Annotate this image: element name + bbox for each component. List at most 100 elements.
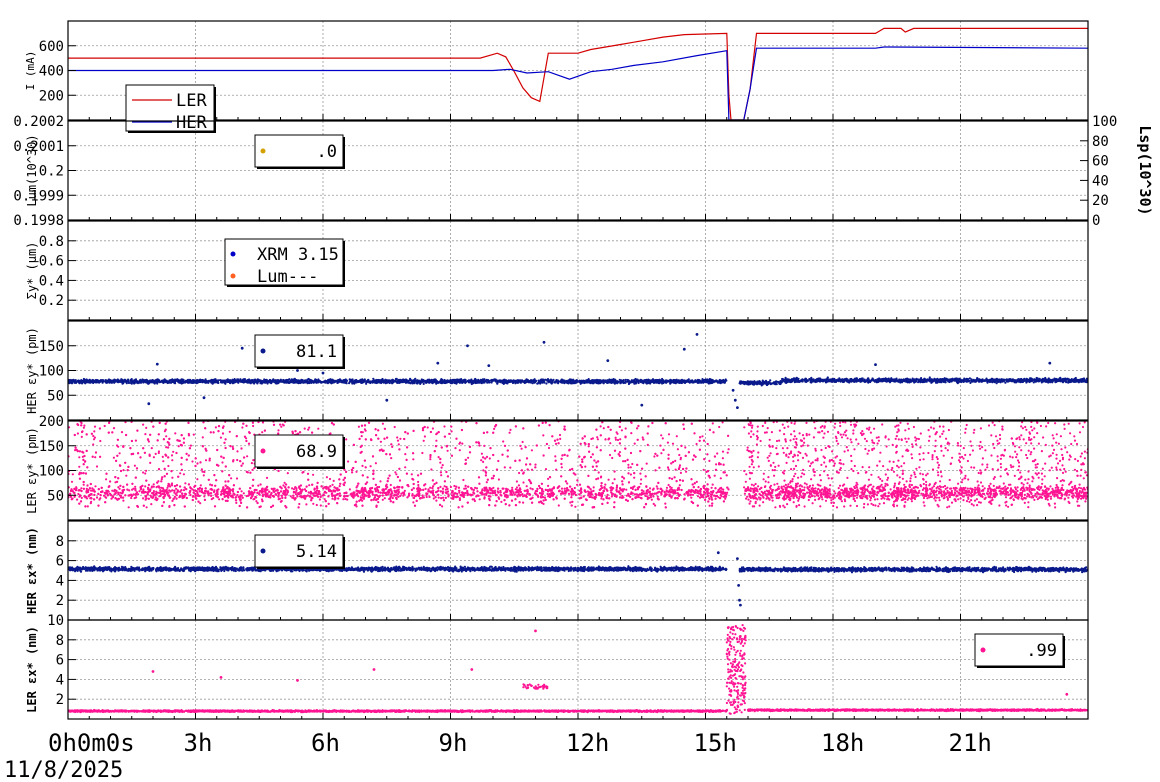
data-point [146, 381, 149, 384]
legend-label: .0 [317, 142, 337, 162]
data-point [187, 381, 190, 384]
data-point [202, 396, 206, 400]
data-point [490, 379, 493, 382]
data-point [417, 381, 420, 384]
data-point [652, 381, 656, 384]
data-point [944, 381, 947, 384]
data-point [89, 380, 92, 383]
data-point [79, 380, 82, 383]
data-point [683, 380, 686, 383]
data-point [113, 381, 116, 384]
data-point [382, 381, 385, 384]
data-point [906, 377, 909, 380]
data-point [196, 381, 199, 384]
data-point [938, 379, 942, 382]
data-point [876, 380, 880, 383]
data-point [307, 377, 310, 381]
data-point [82, 377, 85, 381]
data-point [308, 380, 311, 383]
data-point [211, 380, 214, 383]
data-point [324, 381, 327, 384]
data-point [622, 379, 625, 382]
data-point [969, 381, 972, 384]
data-point [104, 380, 107, 383]
data-point [914, 378, 918, 381]
data-point [636, 380, 639, 383]
data-point [698, 381, 701, 384]
data-point [1065, 380, 1068, 383]
data-point [786, 379, 789, 382]
data-point [679, 380, 682, 384]
data-point [163, 379, 166, 382]
data-point [905, 380, 908, 383]
data-point [1048, 361, 1052, 365]
data-point [384, 378, 387, 381]
data-point [170, 379, 173, 382]
data-point [91, 380, 94, 383]
y-axis-label-her_emit_y: HER εy* (pm) [25, 327, 39, 414]
data-point [731, 388, 735, 392]
data-point [256, 381, 259, 384]
data-point [859, 378, 862, 381]
data-point [234, 381, 237, 384]
data-point [1037, 379, 1040, 382]
data-point [751, 382, 754, 385]
data-point [919, 381, 922, 384]
data-point [229, 381, 232, 384]
data-point [797, 377, 800, 380]
data-point [153, 382, 156, 385]
data-point [687, 378, 690, 382]
data-point [176, 378, 179, 381]
data-point [266, 382, 269, 385]
data-point [151, 379, 154, 382]
data-point [304, 379, 307, 382]
data-point [892, 378, 895, 381]
data-point [841, 379, 844, 382]
data-point [682, 347, 686, 351]
data-point [285, 381, 288, 384]
data-point [348, 378, 351, 381]
data-point [98, 381, 101, 384]
data-point [671, 379, 674, 382]
y-tick-label: 600 [39, 39, 64, 55]
data-point [479, 381, 482, 384]
data-point [749, 382, 752, 385]
y-tick-label: 0.2002 [13, 114, 64, 130]
data-point [811, 378, 814, 381]
data-point [436, 361, 440, 365]
data-point [1040, 378, 1043, 381]
data-point [618, 378, 621, 381]
data-point [1072, 380, 1075, 383]
data-point [387, 381, 390, 384]
data-point [217, 379, 220, 382]
data-point [385, 398, 389, 402]
data-point [804, 377, 808, 380]
data-point [293, 380, 296, 383]
data-point [246, 381, 249, 384]
data-point [242, 381, 245, 384]
grid-her_emit_y [68, 321, 1088, 420]
data-point [598, 379, 601, 382]
data-point [381, 379, 384, 382]
data-point [133, 382, 136, 385]
grid-lum [68, 120, 1088, 221]
data-point [333, 381, 336, 384]
data-point [1067, 378, 1070, 381]
data-point [695, 333, 699, 336]
data-point [1082, 378, 1085, 381]
data-point [121, 381, 124, 384]
legend-box [254, 134, 344, 168]
data-point [1024, 379, 1027, 382]
data-point [397, 379, 400, 382]
data-point [348, 380, 351, 383]
data-current [68, 27, 1088, 120]
data-point [554, 380, 557, 383]
data-point [838, 377, 841, 380]
data-point [746, 382, 750, 385]
panel-lum: 0.19980.19990.20.20010.2002020406080100L… [13, 114, 1154, 229]
data-point [634, 377, 637, 381]
data-point [541, 381, 544, 384]
data-point [806, 379, 809, 382]
data-point [656, 379, 659, 382]
data-point [639, 379, 642, 382]
